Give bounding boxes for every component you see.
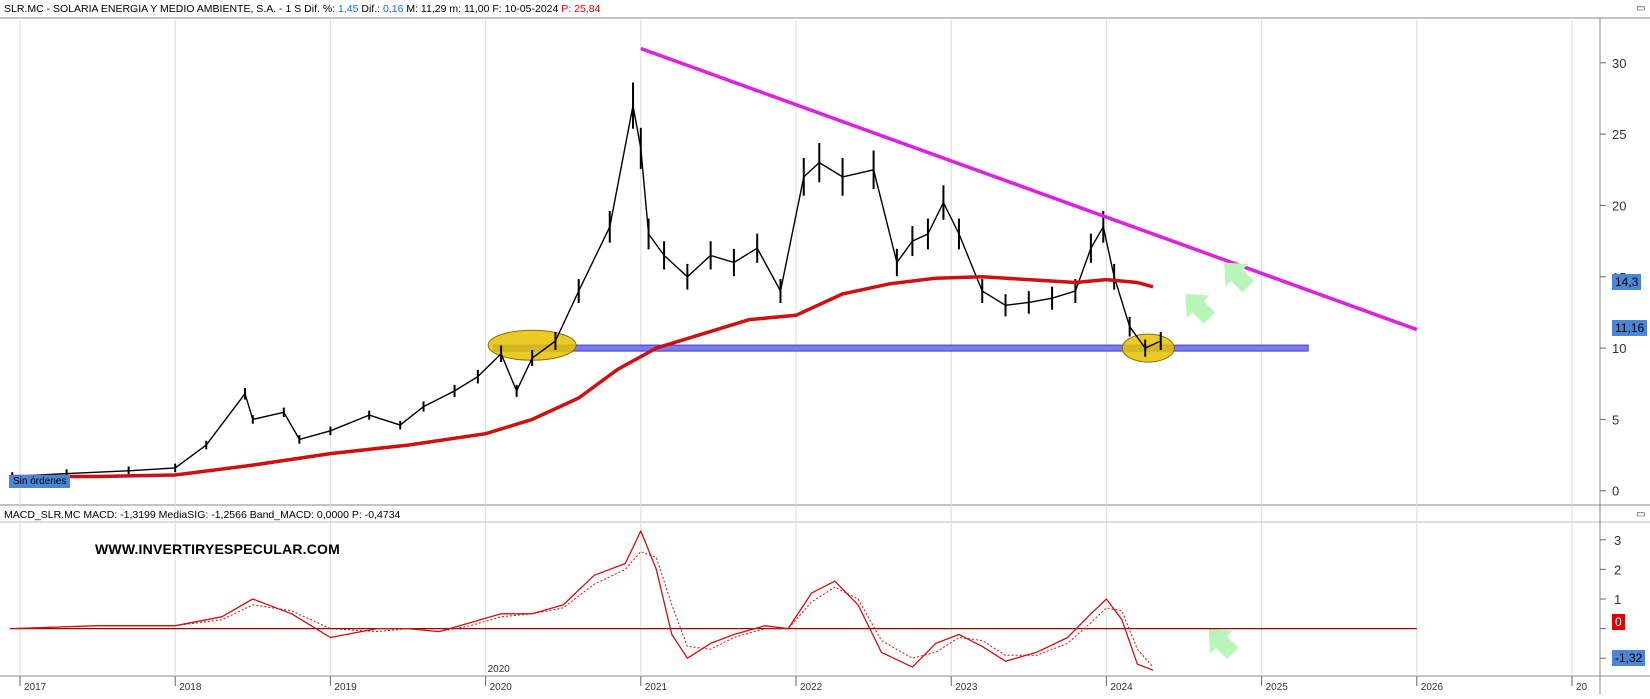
x-tick-label: 2020 — [490, 682, 513, 693]
price-line — [12, 104, 1161, 478]
title-bar — [0, 0, 1650, 18]
watermark: WWW.INVERTIRYESPECULAR.COM — [95, 541, 341, 557]
min-label: m: — [449, 3, 462, 15]
sma-price-tag: 14,3 — [1612, 274, 1642, 290]
y-tick-label: 10 — [1612, 341, 1626, 356]
x-tick-label: 2018 — [179, 682, 202, 693]
x-tick-label: 2021 — [645, 682, 668, 693]
y-tick-label: 5 — [1612, 412, 1619, 427]
x-tick-label: 2025 — [1266, 682, 1289, 693]
y-tick-label: 25 — [1612, 127, 1626, 142]
date-label: F: — [492, 3, 502, 15]
up-arrow-macd — [1208, 629, 1239, 659]
macd-p-label: P: — [351, 509, 362, 521]
macd-maximize-icon[interactable]: ▭ — [1636, 509, 1646, 520]
band-value: 0,0000 — [316, 509, 349, 521]
macd-label: MACD: — [83, 509, 118, 521]
macd-line — [12, 530, 1154, 671]
signal-value: -1,2566 — [211, 509, 247, 521]
period: 1 S — [285, 3, 302, 15]
moving-average-line — [12, 275, 1154, 479]
x-tick-label: 2019 — [334, 682, 357, 693]
y-tick-label: 30 — [1612, 56, 1626, 71]
up-arrow-2-shape — [1224, 262, 1254, 293]
last-price-tag: 11,16 — [1612, 320, 1648, 336]
macd-y-tick-label: 1 — [1614, 592, 1621, 607]
signal-label: MediaSIG: — [158, 509, 209, 521]
p-label: P: — [561, 3, 572, 15]
orders-badge[interactable]: Sin órdenes — [9, 475, 71, 488]
up-arrow-1 — [1185, 294, 1216, 324]
x-tick-label: 2026 — [1421, 682, 1444, 693]
macd-name: MACD_SLR.MC — [4, 509, 81, 521]
highlight-ellipse-2024 — [1121, 333, 1175, 363]
x-tick-label: 20 — [1576, 682, 1588, 693]
macd-zero-tag: 0 — [1612, 614, 1625, 630]
panel-maximize-icon[interactable]: ▭ — [1636, 3, 1646, 14]
dif-pct-label: Dif. %: — [304, 3, 336, 15]
date-value: 10-05-2024 — [504, 3, 559, 15]
y-tick-label: 0 — [1612, 484, 1619, 499]
macd-y-tick-label: 3 — [1614, 533, 1621, 548]
macd-value: -1,3199 — [120, 509, 156, 521]
trendline — [640, 46, 1418, 332]
x-tick-label: 2022 — [800, 682, 823, 693]
up-arrow-2 — [1224, 262, 1254, 293]
company-name: SOLARIA ENERGIA Y MEDIO AMBIENTE, S.A. — [53, 3, 277, 15]
max-label: M: — [406, 3, 418, 15]
y-tick-label: 20 — [1612, 198, 1626, 213]
support-band — [492, 344, 1309, 352]
max-value: 11,29 — [420, 3, 447, 15]
x-tick-label: 2024 — [1110, 682, 1133, 693]
macd-y-tick-label: 2 — [1614, 562, 1621, 577]
min-value: 11,00 — [463, 3, 490, 15]
dif-pct-value: 1,45 — [338, 3, 359, 15]
macd-value-tag: -1,32 — [1612, 650, 1646, 666]
x-tick-label-extra: 2020 — [488, 664, 511, 675]
price-chart-header: SLR.MC - SOLARIA ENERGIA Y MEDIO AMBIENT… — [4, 3, 601, 15]
dif-label: Dif.: — [361, 3, 381, 15]
dif-value: 0,16 — [382, 3, 404, 15]
x-tick-label: 2017 — [24, 682, 47, 693]
up-arrow-1-shape — [1185, 294, 1216, 324]
macd-p-value: -0,4734 — [364, 509, 401, 521]
band-label: Band_MACD: — [249, 509, 314, 521]
symbol: SLR.MC — [4, 3, 44, 15]
up-arrow-macd-shape — [1208, 629, 1239, 659]
p-value: 25,84 — [574, 3, 601, 15]
x-tick-label: 2023 — [955, 682, 978, 693]
signal-line — [12, 551, 1154, 668]
macd-header: MACD_SLR.MC MACD: -1,3199 MediaSIG: -1,2… — [4, 509, 400, 521]
